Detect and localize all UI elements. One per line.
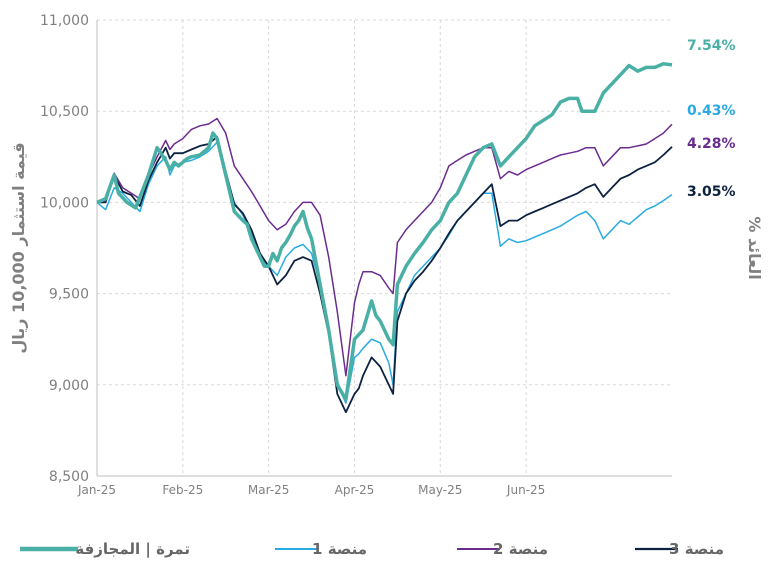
y-tick-label: 10,000 [40,195,89,211]
legend: تمرة | المجازفة منصة 1 منصة 2 منصة 3 [20,540,724,559]
series-line-1 [96,62,673,402]
x-tick-label: Feb-25 [162,483,203,497]
y-tick-label: 9,500 [49,287,89,303]
series-line-3 [96,117,673,377]
y-tick-label: 8,500 [49,469,89,485]
x-tick-labels: Jan-25 Feb-25 Mar-25 Apr-25 May-25 Jun-25 [77,483,545,497]
y-tick-label: 11,000 [40,13,89,29]
series-line-4 [97,135,673,414]
x-tick-label: Mar-25 [248,483,289,497]
y-tick-label: 9,000 [49,378,89,394]
series-end-label-1: 7.54% [687,38,736,54]
y-axis-title: قيمة استثمار 10,000 ريال [9,142,28,353]
legend-label-3: منصة 2 [493,540,548,558]
legend-label-2: منصة 1 [312,540,367,558]
x-tick-label: Apr-25 [335,483,375,497]
axes [96,20,672,477]
series-end-label-4: 3.05% [687,184,736,200]
y-tick-labels: 8,500 9,000 9,500 10,000 10,500 11,000 [40,13,89,485]
y-tick-label: 10,500 [40,104,89,120]
legend-label-1: تمرة | المجازفة [75,540,190,559]
series-end-label-3: 4.28% [687,136,736,152]
x-tick-label: May-25 [418,483,462,497]
y2-axis-title: % العائد [745,216,764,279]
end-labels: 7.54% 0.43% 4.28% 3.05% [687,38,736,200]
legend-label-4: منصة 3 [669,540,724,558]
x-tick-label: Jan-25 [77,483,116,497]
series-line-2 [96,141,673,404]
x-tick-label: Jun-25 [506,483,545,497]
series-end-label-2: 0.43% [687,103,736,119]
series-lines [96,62,673,414]
grid-lines [97,19,672,476]
